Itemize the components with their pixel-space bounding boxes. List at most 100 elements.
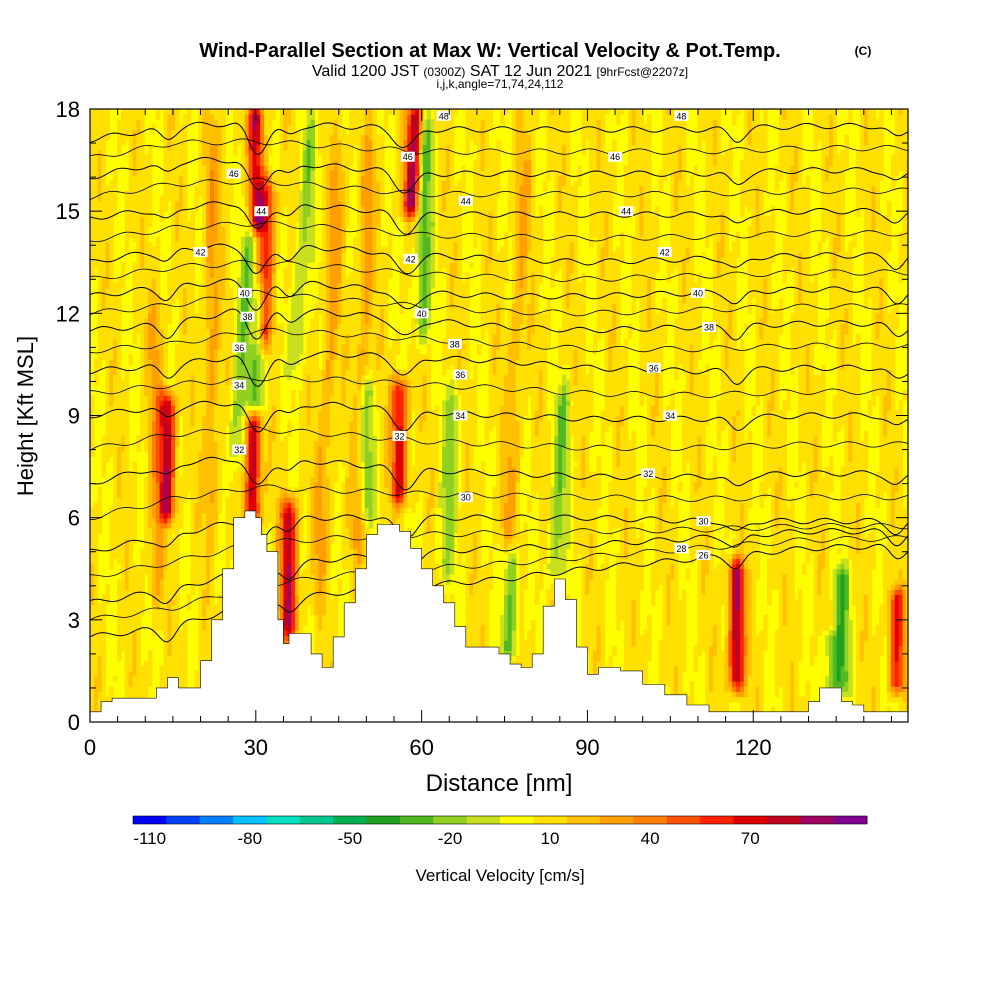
velocity-cell bbox=[295, 579, 300, 585]
velocity-cell bbox=[105, 272, 110, 279]
velocity-cell bbox=[182, 195, 188, 202]
velocity-cell bbox=[264, 165, 269, 171]
velocity-cell bbox=[279, 558, 285, 565]
velocity-cell bbox=[179, 246, 184, 253]
velocity-cell bbox=[144, 262, 149, 268]
velocity-cell bbox=[194, 384, 199, 391]
velocity-cell bbox=[302, 374, 308, 381]
velocity-cell bbox=[279, 492, 285, 498]
velocity-cell bbox=[264, 257, 269, 263]
velocity-cell bbox=[121, 446, 126, 452]
velocity-cell bbox=[182, 660, 188, 667]
velocity-cell bbox=[268, 109, 273, 115]
velocity-cell bbox=[264, 349, 269, 355]
velocity-cell bbox=[244, 165, 250, 171]
velocity-cell bbox=[90, 655, 95, 662]
velocity-cell bbox=[202, 308, 207, 314]
velocity-cell bbox=[217, 614, 223, 621]
velocity-cell bbox=[163, 456, 168, 463]
velocity-cell bbox=[90, 553, 95, 560]
velocity-cell bbox=[140, 313, 145, 319]
velocity-cell bbox=[217, 400, 223, 406]
velocity-cell bbox=[202, 277, 207, 284]
velocity-cell bbox=[121, 624, 126, 631]
velocity-cell bbox=[298, 456, 304, 463]
velocity-cell bbox=[93, 170, 99, 176]
velocity-cell bbox=[151, 487, 157, 493]
velocity-cell bbox=[171, 553, 176, 560]
velocity-cell bbox=[240, 369, 246, 376]
velocity-cell bbox=[206, 502, 211, 508]
velocity-cell bbox=[271, 481, 277, 488]
velocity-cell bbox=[124, 604, 130, 611]
velocity-cell bbox=[302, 165, 308, 171]
valid-utc: (0300Z) bbox=[423, 65, 465, 79]
velocity-cell bbox=[186, 384, 192, 391]
velocity-cell bbox=[117, 369, 122, 376]
velocity-cell bbox=[182, 313, 188, 319]
velocity-cell bbox=[240, 400, 246, 406]
velocity-cell bbox=[109, 298, 114, 304]
velocity-cell bbox=[198, 313, 203, 319]
velocity-cell bbox=[217, 461, 223, 468]
velocity-cell bbox=[136, 144, 141, 151]
velocity-cell bbox=[240, 323, 246, 330]
velocity-cell bbox=[175, 160, 180, 166]
velocity-cell bbox=[148, 195, 153, 202]
velocity-cell bbox=[144, 272, 149, 279]
velocity-cell bbox=[237, 481, 242, 488]
velocity-cell bbox=[171, 645, 176, 652]
velocity-cell bbox=[144, 379, 149, 386]
velocity-cell bbox=[90, 216, 95, 222]
velocity-cell bbox=[256, 216, 261, 222]
velocity-cell bbox=[90, 435, 95, 442]
velocity-cell bbox=[155, 451, 161, 457]
velocity-cell bbox=[206, 635, 211, 641]
velocity-cell bbox=[268, 400, 273, 406]
velocity-cell bbox=[298, 246, 304, 253]
velocity-cell bbox=[90, 619, 95, 626]
velocity-cell bbox=[97, 502, 103, 508]
velocity-cell bbox=[105, 599, 110, 606]
velocity-cell bbox=[144, 660, 149, 667]
velocity-cell bbox=[194, 410, 199, 417]
velocity-cell bbox=[240, 160, 246, 166]
velocity-cell bbox=[237, 114, 242, 120]
velocity-cell bbox=[287, 599, 292, 606]
velocity-cell bbox=[298, 303, 304, 309]
velocity-cell bbox=[202, 206, 207, 212]
velocity-cell bbox=[93, 589, 99, 595]
velocity-cell bbox=[186, 466, 192, 473]
velocity-cell bbox=[175, 379, 180, 386]
velocity-cell bbox=[128, 558, 134, 565]
velocity-cell bbox=[287, 630, 292, 636]
velocity-cell bbox=[128, 119, 134, 125]
velocity-cell bbox=[221, 226, 226, 233]
velocity-cell bbox=[101, 272, 107, 279]
velocity-cell bbox=[117, 614, 122, 621]
velocity-cell bbox=[295, 313, 300, 319]
velocity-cell bbox=[283, 195, 288, 202]
velocity-cell bbox=[151, 420, 157, 427]
velocity-cell bbox=[233, 512, 238, 519]
velocity-cell bbox=[240, 149, 246, 156]
velocity-cell bbox=[252, 461, 257, 468]
velocity-cell bbox=[283, 461, 288, 468]
velocity-cell bbox=[190, 533, 196, 539]
velocity-cell bbox=[97, 155, 103, 161]
velocity-cell bbox=[144, 160, 149, 166]
velocity-cell bbox=[163, 681, 168, 687]
velocity-cell bbox=[268, 492, 273, 498]
velocity-cell bbox=[221, 298, 226, 304]
velocity-cell bbox=[298, 338, 304, 345]
velocity-cell bbox=[268, 175, 273, 182]
velocity-cell bbox=[198, 318, 203, 325]
velocity-cell bbox=[136, 267, 141, 274]
velocity-cell bbox=[171, 456, 176, 463]
velocity-cell bbox=[124, 430, 130, 437]
velocity-cell bbox=[148, 354, 153, 360]
velocity-cell bbox=[136, 594, 141, 600]
velocity-cell bbox=[171, 619, 176, 626]
velocity-cell bbox=[209, 119, 215, 125]
velocity-cell bbox=[268, 200, 273, 207]
